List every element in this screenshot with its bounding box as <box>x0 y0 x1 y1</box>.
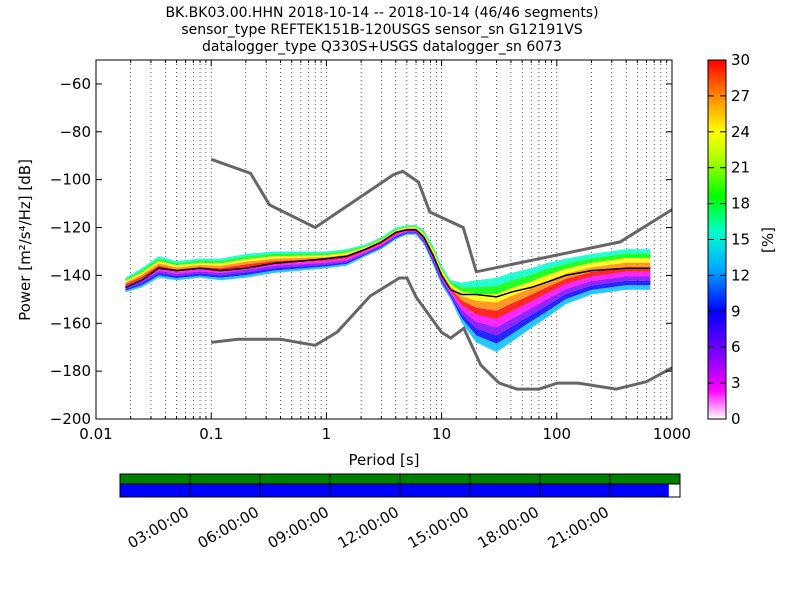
colorbar-tick-label: 24 <box>731 123 750 141</box>
psd-lines <box>125 157 672 391</box>
y-tick-label: −140 <box>50 266 91 284</box>
y-tick-label: −160 <box>50 314 91 332</box>
colorbar-tick-label: 21 <box>731 159 750 177</box>
data-coverage-bar <box>120 484 669 497</box>
y-tick-label: −200 <box>50 410 91 428</box>
plot-frame <box>95 59 673 420</box>
y-tick-label: −100 <box>50 171 91 189</box>
psd-plot-area: 0.01 0.1 1 10 100 1000 −60 −80 −100 −120 −140 −160… <box>16 59 691 469</box>
psd-band-stripe <box>125 225 651 288</box>
x-tick-label: 0.1 <box>199 425 223 443</box>
psd-density-band <box>125 225 651 352</box>
time-tick-label: 03:00:00 <box>125 503 192 552</box>
colorbar-tick-label: 9 <box>731 302 741 320</box>
series-line-nlnm <box>211 276 672 391</box>
colorbar-tick-label: 18 <box>731 195 750 213</box>
time-tick-label: 21:00:00 <box>545 503 612 552</box>
y-axis-ticks: −60 −80 −100 −120 −140 −160 −180 −200 <box>50 75 672 428</box>
series-line-mode <box>125 229 651 298</box>
colorbar-tick-label: 30 <box>731 51 750 69</box>
x-tick-label: 10 <box>432 425 451 443</box>
colorbar-tick-label: 0 <box>731 410 741 428</box>
title-line-2: sensor_type REFTEK151B-120USGS sensor_sn… <box>181 22 582 38</box>
time-tick-label: 18:00:00 <box>475 503 542 552</box>
x-tick-label: 0.01 <box>79 425 112 443</box>
title-line-1: BK.BK03.00.HHN 2018-10-14 -- 2018-10-14 … <box>165 5 598 21</box>
y-tick-label: −120 <box>50 219 91 237</box>
title-line-3: datalogger_type Q330S+USGS datalogger_sn… <box>202 39 562 55</box>
y-tick-label: −60 <box>59 75 91 93</box>
x-tick-label: 100 <box>542 425 571 443</box>
figure-title: BK.BK03.00.HHN 2018-10-14 -- 2018-10-14 … <box>165 5 598 55</box>
time-tick-label: 06:00:00 <box>195 503 262 552</box>
colorbar-tick-label: 3 <box>731 374 741 392</box>
colorbar-label: [%] <box>759 227 777 253</box>
colorbar: 0 3 6 9 12 15 18 21 24 27 30 [%] <box>707 51 777 428</box>
colorbar-tick-label: 27 <box>731 87 750 105</box>
colorbar-ticks: 0 3 6 9 12 15 18 21 24 27 30 <box>708 51 750 428</box>
colorbar-tick-label: 15 <box>731 231 750 249</box>
x-tick-label: 1 <box>322 425 332 443</box>
x-axis-ticks: 0.01 0.1 1 10 100 1000 <box>79 60 691 443</box>
y-tick-label: −80 <box>59 123 91 141</box>
x-axis-label: Period [s] <box>348 451 419 469</box>
time-tick-label: 15:00:00 <box>405 503 472 552</box>
y-tick-label: −180 <box>50 362 91 380</box>
psd-band-stripe <box>125 226 651 295</box>
time-coverage-bar: 03:00:00 06:00:00 09:00:00 12:00:00 15:00:00… <box>119 473 681 552</box>
series-line-nhnm <box>210 157 672 274</box>
colorbar-tick-label: 12 <box>731 266 750 284</box>
time-tick-label: 12:00:00 <box>335 503 402 552</box>
x-tick-label: 1000 <box>653 425 691 443</box>
y-axis-label: Power [m²/s⁴/Hz] [dB] <box>16 159 34 321</box>
colorbar-tick-label: 6 <box>731 338 741 356</box>
time-tick-label: 09:00:00 <box>265 503 332 552</box>
